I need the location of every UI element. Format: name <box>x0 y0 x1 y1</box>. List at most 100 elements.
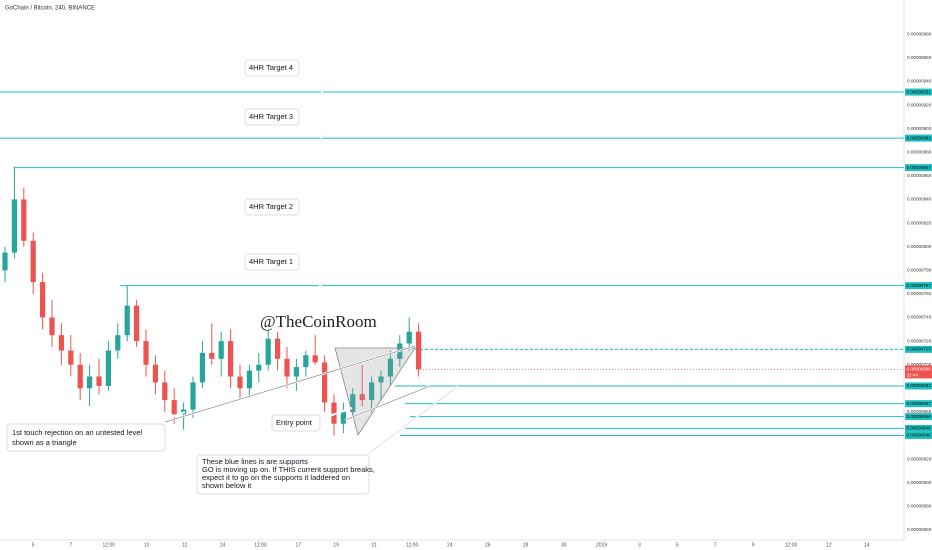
callout-text: 4HR Target 1 <box>249 257 293 266</box>
notes: 4HR Target 4 4HR Target 3 4HR Target 2 4… <box>6 59 375 495</box>
callout-text: shown as a triangle <box>12 438 77 447</box>
x-tick-label: 24 <box>447 542 453 548</box>
y-tick-label: 0.00000620 <box>907 456 932 461</box>
y-tick-label: 0.00000800 <box>907 244 932 249</box>
pointer <box>359 385 459 461</box>
callout-box <box>244 253 300 271</box>
candle-body <box>350 394 356 412</box>
x-tick-label: 7 <box>714 542 717 548</box>
y-tick-label: 0.00000720 <box>907 338 932 343</box>
candle-body <box>256 364 262 371</box>
y-tick-label: 0.00000580 <box>907 504 932 509</box>
x-tick-label: 19 <box>333 542 339 548</box>
level-label: 0.00000713 <box>907 347 932 352</box>
callout-text: 1st touch rejection on an untested level <box>12 428 142 437</box>
candle-body <box>303 355 309 368</box>
y-tick-label: 0.00000860 <box>907 173 932 178</box>
candle-body <box>96 376 102 386</box>
candle-body <box>124 305 130 336</box>
x-tick-label: 21 <box>371 542 377 548</box>
candle-body <box>275 338 281 359</box>
y-tick-label: 0.00000940 <box>907 79 932 84</box>
y-tick-label: 0.00000600 <box>907 480 932 485</box>
x-tick-label: 17 <box>296 542 302 548</box>
candle-body <box>58 335 64 351</box>
candle-body <box>406 331 412 344</box>
candle-body <box>152 364 158 383</box>
y-tick-label: 0.00000660 <box>907 409 932 414</box>
level-label: 0.00000867 <box>907 165 932 170</box>
drawings <box>139 71 459 461</box>
level-label-box <box>905 382 932 390</box>
callout-text: 4HR Target 2 <box>249 202 293 211</box>
candle-body <box>21 199 27 241</box>
level-label: 0.00000667 <box>907 401 932 406</box>
chart-title: GoChain / Bitcoin, 240, BINANCE <box>5 6 95 12</box>
candle-body <box>359 394 365 401</box>
candle-body <box>209 352 215 359</box>
pointer <box>299 71 324 93</box>
candle-body <box>331 402 337 424</box>
x-tick-label: 12:00 <box>103 542 116 548</box>
level-label: 0.00000767 <box>907 283 932 288</box>
x-tick-label: 12:00 <box>254 542 267 548</box>
level-label-box <box>905 432 932 440</box>
y-tick-label: 0.00000780 <box>907 267 932 272</box>
callout-box <box>244 198 300 216</box>
callout-text: Entry point <box>276 418 313 427</box>
x-tick-label: 12 <box>182 542 188 548</box>
trend-line <box>164 345 416 423</box>
x-tick-label: 12:00 <box>785 542 798 548</box>
candle-body <box>143 341 149 365</box>
candle-body <box>340 411 346 424</box>
candle-body <box>77 364 83 389</box>
x-tick-label: 14 <box>220 542 226 548</box>
x-tick-label: 2019 <box>596 542 607 548</box>
x-tick-label: 5 <box>32 542 35 548</box>
x-tick-label: 28 <box>523 542 529 548</box>
level-label-box <box>905 282 932 290</box>
x-tick-label: 10 <box>144 542 150 548</box>
callout-text: These blue lines is are supports <box>202 457 308 466</box>
x-tick-label: 26 <box>485 542 491 548</box>
level-label: 0.00000656 <box>907 414 932 419</box>
candle-body <box>171 400 177 415</box>
candle-body <box>293 367 299 377</box>
candle-body <box>378 376 384 383</box>
level-label: 0.00000682 <box>907 383 932 388</box>
level-label: 0.00000646 <box>907 426 932 431</box>
callout-text: shown below it <box>202 481 252 490</box>
callout-text: GO is moving up on. If THIS current supp… <box>202 465 375 474</box>
levels <box>0 91 904 437</box>
x-tick-label: 14 <box>864 542 870 548</box>
candle-body <box>162 382 168 401</box>
candle-body <box>134 305 140 342</box>
pointer <box>317 407 353 421</box>
watermark: @TheCoinRoom <box>260 312 377 331</box>
candle-body <box>199 352 205 383</box>
countdown: 22:44 <box>907 373 919 378</box>
pointer <box>299 119 323 139</box>
y-tick-label: 0.00000840 <box>907 197 932 202</box>
y-tick-label: 0.00000740 <box>907 315 932 320</box>
x-tick-label: 3 <box>638 542 641 548</box>
x-tick-label: 9 <box>752 542 755 548</box>
y-tick-label: 0.00000560 <box>907 527 932 532</box>
level-label-box <box>905 413 932 421</box>
level-label: 0.00000931 <box>907 89 932 94</box>
candle-body <box>312 355 318 363</box>
candle-body <box>246 370 252 389</box>
callout-box <box>6 423 166 452</box>
callout-text: 4HR Target 3 <box>249 112 293 121</box>
y-tick-label: 0.00000880 <box>907 149 932 154</box>
pointer <box>299 170 324 203</box>
callout-box <box>271 414 321 432</box>
y-tick-label: 0.00000820 <box>907 220 932 225</box>
current-price-label: 0.00000696 <box>907 367 932 372</box>
candle-body <box>284 358 290 377</box>
candle-body <box>369 382 375 401</box>
x-tick-label: 12 <box>826 542 832 548</box>
y-tick-label: 0.00000900 <box>907 126 932 131</box>
